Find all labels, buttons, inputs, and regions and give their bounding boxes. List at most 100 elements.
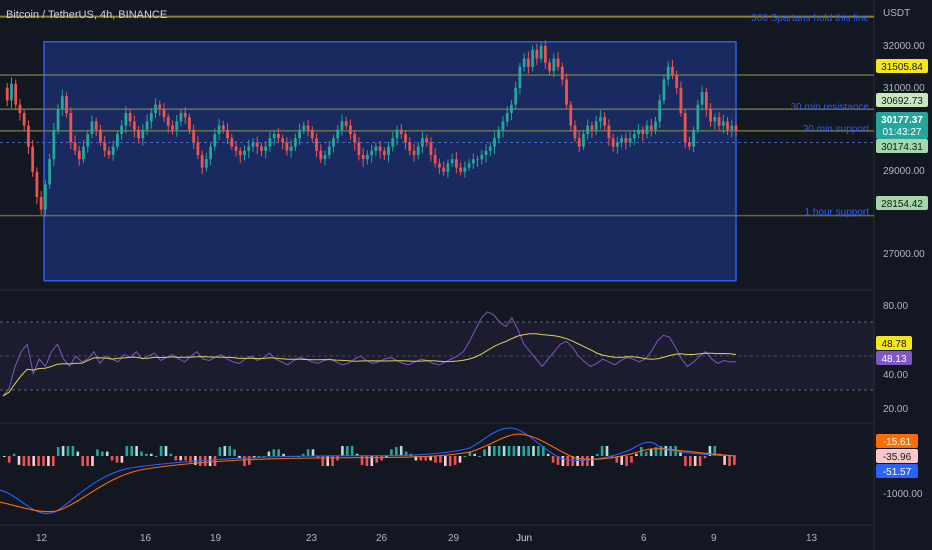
candle-body	[552, 58, 556, 72]
candle-body	[471, 159, 475, 164]
tag-30692: 30692.73	[881, 96, 923, 107]
candle-body	[408, 142, 412, 151]
tag-30174: 30174.31	[881, 142, 923, 153]
candle-body	[166, 117, 170, 126]
candle-body	[675, 75, 679, 88]
macd-bar	[424, 456, 427, 461]
candle-body	[162, 108, 166, 118]
annotation-1hour-support[interactable]: 1 hour support	[805, 207, 870, 218]
tag-macd-c-bg	[876, 464, 918, 478]
tag-28154-bg	[876, 196, 928, 210]
candle-body	[141, 129, 145, 139]
candle-body	[69, 113, 73, 143]
candle-body	[399, 129, 403, 135]
candle-body	[158, 104, 162, 109]
candle-body	[404, 134, 407, 143]
candle-body	[378, 146, 382, 151]
macd-bar	[115, 456, 119, 463]
candle-body	[395, 129, 399, 139]
macd-bar	[140, 451, 143, 456]
rsi-tick: 40.00	[883, 370, 908, 381]
candle-body	[607, 125, 611, 139]
macd-bar	[174, 456, 178, 461]
macd-bar	[493, 446, 496, 456]
candle-body	[213, 134, 217, 147]
tag-macd-a: -15.61	[883, 437, 912, 448]
macd-bar	[468, 451, 472, 456]
candle-body	[666, 66, 670, 80]
candle-body	[594, 121, 598, 130]
candle-body	[488, 146, 492, 151]
candle-body	[543, 45, 547, 63]
range-box[interactable]	[43, 40, 737, 282]
annotation-spartans[interactable]: 300 Spartans hold this line	[751, 13, 869, 24]
time-tick: 26	[376, 533, 388, 544]
macd-bar	[635, 453, 638, 456]
symbol-title: Bitcoin / TetherUS, 4h, BINANCE	[6, 9, 167, 21]
macd-bar	[595, 453, 599, 456]
tag-28154: 28154.42	[881, 199, 923, 210]
candle-body	[501, 121, 505, 130]
candle-body	[556, 58, 560, 67]
candle-body	[327, 146, 331, 155]
rsi-tick: 80.00	[883, 301, 908, 312]
candle-body	[679, 87, 683, 114]
candle-body	[86, 134, 90, 147]
macd-bar	[91, 456, 94, 466]
candle-body	[357, 142, 361, 155]
macd-bar	[189, 456, 192, 463]
macd-bar	[71, 446, 75, 456]
macd-bar	[238, 456, 241, 459]
macd-bar	[22, 456, 26, 466]
macd-bar	[532, 446, 535, 456]
annotation-30min-support[interactable]: 30 min support	[803, 124, 869, 135]
candle-body	[683, 113, 687, 143]
macd-bar	[517, 446, 521, 456]
candle-body	[10, 83, 13, 101]
macd-bar	[12, 453, 16, 456]
candle-body	[43, 184, 47, 210]
macd-bar	[316, 456, 320, 459]
macd-bar	[605, 446, 609, 456]
candle-body	[577, 138, 581, 147]
candle-body	[717, 117, 721, 126]
macd-bar	[664, 446, 668, 456]
candle-body	[315, 138, 318, 151]
macd-bar	[145, 453, 148, 456]
candle-body	[374, 146, 378, 151]
macd-bar	[708, 446, 712, 456]
tag-macd-c: -51.57	[883, 467, 912, 478]
candle-body	[493, 138, 496, 147]
candle-body	[713, 117, 717, 122]
macd-bar	[154, 456, 158, 457]
tag-30692-bg	[876, 93, 928, 107]
candle-body	[353, 134, 357, 143]
candle-body	[310, 129, 314, 139]
annotation-30min-resistance[interactable]: 30 min resistance	[791, 102, 870, 113]
macd-bar	[385, 456, 388, 457]
macd-bar	[733, 456, 736, 465]
candlesticks	[5, 40, 738, 217]
macd-bar	[81, 456, 84, 466]
candle-body	[721, 121, 725, 126]
macd-bar	[306, 449, 310, 456]
time-tick: 12	[36, 533, 48, 544]
macd-bar	[458, 456, 462, 463]
macd-bar	[448, 456, 452, 466]
macd-bar	[159, 446, 163, 456]
candle-body	[230, 138, 234, 147]
candle-body	[22, 113, 26, 126]
candle-body	[107, 150, 111, 155]
macd-bar	[110, 456, 114, 461]
macd-bar	[184, 456, 187, 461]
macd-bar	[390, 449, 393, 456]
tag-macd-b: -35.96	[883, 452, 912, 463]
macd-bar	[375, 456, 378, 463]
candle-body	[560, 66, 564, 80]
macd-bar	[326, 456, 329, 466]
time-tick: Jun	[516, 533, 532, 544]
macd-bar	[61, 446, 65, 456]
candle-body	[370, 150, 374, 155]
time-tick: 6	[641, 533, 647, 544]
